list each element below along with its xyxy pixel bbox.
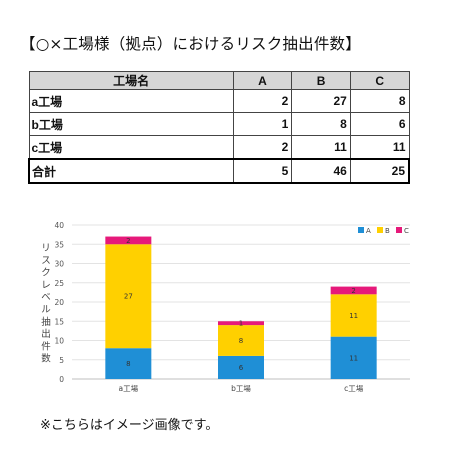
bar-segment <box>330 294 377 337</box>
bar-segment <box>105 244 152 349</box>
data-label: 8 <box>239 337 243 345</box>
column-header-a: A <box>232 71 293 90</box>
count-c-cell: 11 <box>349 135 410 160</box>
count-b-cell: 8 <box>291 112 351 136</box>
count-c-cell: 8 <box>349 89 410 113</box>
bar-segment <box>218 355 264 379</box>
factory-name-cell: a工場 <box>28 89 234 113</box>
table-header-row: 工場名 A B C <box>28 71 410 90</box>
data-label: 2 <box>351 287 355 295</box>
total-c-cell: 25 <box>349 158 410 184</box>
data-label: 27 <box>124 293 133 301</box>
y-tick-label: 20 <box>54 298 64 307</box>
y-tick-label: 5 <box>59 356 64 365</box>
page-title: 【○×工場様（拠点）におけるリスク抽出件数】 <box>20 35 361 53</box>
table-row: a工場 2 27 8 <box>28 89 410 113</box>
count-a-cell: 1 <box>232 112 293 136</box>
legend-swatch <box>396 227 402 233</box>
bar-segment <box>105 236 152 245</box>
data-label: 2 <box>126 237 130 245</box>
y-tick-label: 30 <box>54 260 64 269</box>
factory-name-cell: b工場 <box>28 112 234 136</box>
data-label: 6 <box>239 364 244 372</box>
data-label: 11 <box>349 354 358 362</box>
total-b-cell: 46 <box>291 158 351 184</box>
column-header-factory: 工場名 <box>28 71 234 90</box>
total-row: 合計 5 46 25 <box>27 158 410 184</box>
data-label: 11 <box>349 312 358 320</box>
bar-segment <box>218 325 264 356</box>
count-b-cell: 11 <box>291 135 351 160</box>
count-a-cell: 2 <box>232 135 293 160</box>
legend-label: C <box>404 227 409 235</box>
y-tick-label: 0 <box>59 375 64 384</box>
count-a-cell: 2 <box>232 89 293 113</box>
count-c-cell: 6 <box>349 112 410 136</box>
legend-swatch <box>377 227 383 233</box>
bar-segment <box>218 321 264 326</box>
risk-table: 工場名 A B C a工場 2 27 8 b工場 1 8 6 c工場 2 11 … <box>27 71 410 184</box>
x-tick-label: a工場 <box>119 383 139 393</box>
factory-name-cell: c工場 <box>28 135 234 160</box>
total-label-cell: 合計 <box>27 158 234 184</box>
x-tick-label: b工場 <box>231 383 251 393</box>
y-tick-label: 40 <box>54 221 64 230</box>
count-b-cell: 27 <box>291 89 351 113</box>
y-axis-label: リスクレベル抽出件数 <box>41 243 51 365</box>
column-header-c: C <box>349 71 410 90</box>
stacked-bar-chart: 0 5 10 15 20 25 30 35 40 リスクレベル抽出件数 8 27 2 a工場 6 8 1 b工場 1… <box>41 221 410 393</box>
bar-segment <box>105 348 152 379</box>
total-a-cell: 5 <box>232 158 293 184</box>
data-label: 1 <box>239 320 243 328</box>
column-header-b: B <box>291 71 351 90</box>
y-tick-label: 10 <box>54 337 64 346</box>
legend-label: A <box>366 227 371 235</box>
data-label: 8 <box>126 360 130 368</box>
legend-label: B <box>385 227 390 235</box>
y-tick-label: 35 <box>54 240 64 249</box>
bar-segment <box>330 336 377 379</box>
legend-swatch <box>358 227 364 233</box>
bar-segment <box>330 286 377 295</box>
y-tick-label: 25 <box>54 279 64 288</box>
table-row: b工場 1 8 6 <box>28 112 410 136</box>
y-tick-label: 15 <box>54 317 64 326</box>
x-tick-label: c工場 <box>344 383 364 393</box>
table-row: c工場 2 11 11 <box>28 135 410 160</box>
image-note: ※こちらはイメージ画像です。 <box>40 418 219 433</box>
